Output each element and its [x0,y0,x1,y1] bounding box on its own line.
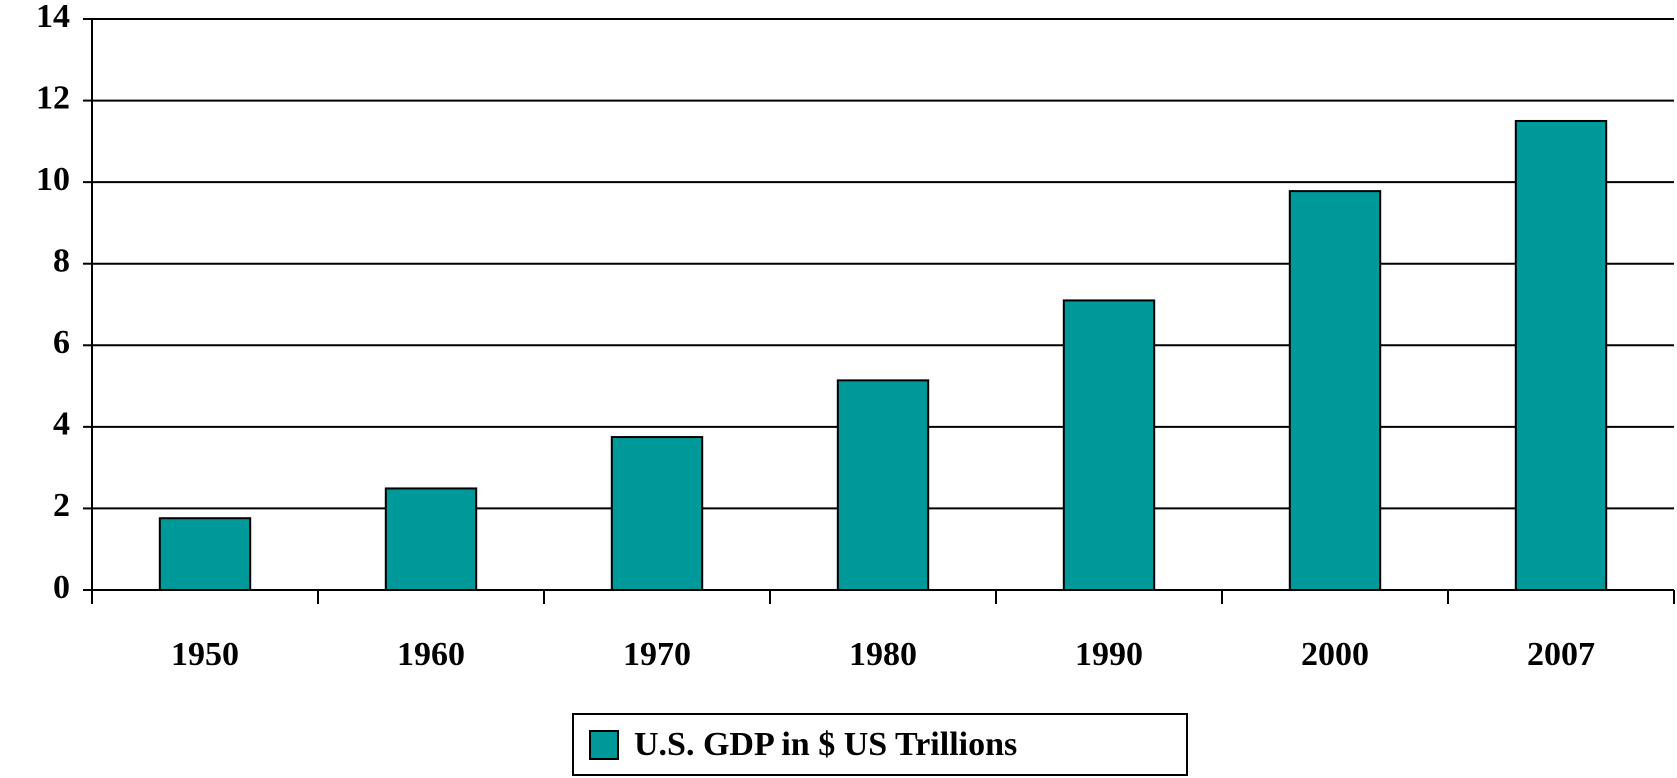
x-tick-label: 2007 [1527,636,1595,673]
bar [158,517,252,592]
y-tick-label: 6 [53,324,70,361]
bar [1514,119,1608,591]
y-tick-label: 0 [53,569,70,606]
legend-swatch [589,730,619,760]
bar [1062,299,1156,591]
x-tick-label: 2000 [1301,636,1369,673]
y-tick-label: 8 [53,243,70,280]
y-tick-label: 2 [53,487,70,524]
x-tick-label: 1960 [397,636,465,673]
bar [610,436,704,591]
y-tick-label: 14 [36,0,70,35]
x-tick-label: 1970 [623,636,691,673]
y-tick-label: 12 [36,79,70,116]
bar [836,379,930,591]
x-tick-label: 1990 [1075,636,1143,673]
bar [1288,190,1382,591]
y-tick-label: 4 [53,406,70,443]
x-tick-label: 1950 [171,636,239,673]
x-tick-label: 1980 [849,636,917,673]
bar [384,487,478,591]
y-tick-label: 10 [36,161,70,198]
legend-label: U.S. GDP in $ US Trillions [634,726,1017,763]
legend-box [572,713,1188,776]
